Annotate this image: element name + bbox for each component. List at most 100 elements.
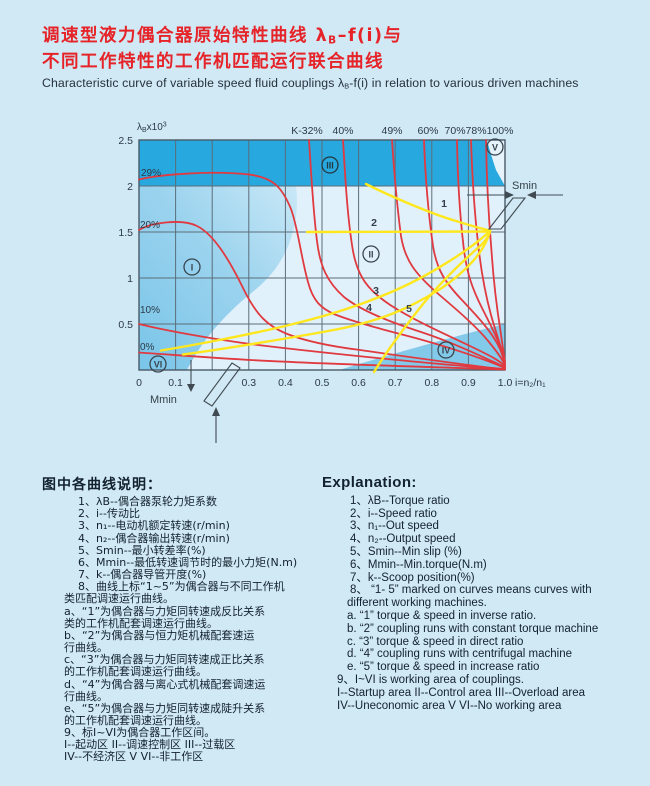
y-tick: 2 xyxy=(127,181,133,193)
legend-line: 的工作机配套调速运行曲线。 xyxy=(64,713,207,727)
legend-line: I--起动区 II--调速控制区 III--过载区 xyxy=(64,738,236,752)
y-label-x10: x10 xyxy=(147,122,164,133)
k-label: 49% xyxy=(381,125,402,137)
left-percent-label: 10% xyxy=(140,305,160,316)
legend-line: I--Startup area II--Control area III--Ov… xyxy=(337,686,585,699)
region-label-III: III xyxy=(326,161,334,171)
legend-zh-header: 图中各曲线说明： xyxy=(42,477,162,493)
legend-line: 9、标I~VI为偶合器工作区间。 xyxy=(64,726,216,740)
characteristic-curve-chart: λBx103 2.5 2 1.5 1 0.5 0 0.1 0.3 0.4 0.5… xyxy=(0,110,650,445)
region-label-II: II xyxy=(368,250,373,260)
k-label: 60% xyxy=(417,125,438,137)
y-axis-label: λBx103 xyxy=(137,122,167,135)
x-tick: 0.6 xyxy=(351,377,366,389)
curve-label-5: 5 xyxy=(406,303,412,315)
y-tick: 1.5 xyxy=(118,227,133,239)
page-title-zh-line2: 不同工作特性的工作机匹配运行联合曲线 xyxy=(42,51,384,72)
smin-annotation xyxy=(467,191,563,230)
load-curves xyxy=(159,182,492,374)
k-curve-40 xyxy=(342,139,506,368)
legend-line: different working machines. xyxy=(347,597,487,610)
load-curve-1 xyxy=(364,182,492,232)
legend-line: 3、n₁--电动机额定转速(r/min) xyxy=(78,519,230,533)
legend-line: 6、Mmin--Min.torque(N.m) xyxy=(350,558,487,571)
title-en-pre: Characteristic curve of variable speed f… xyxy=(42,76,345,91)
region-V: V xyxy=(486,138,504,156)
region-label-VI: VI xyxy=(154,360,163,370)
legend-chinese: 图中各曲线说明： 1、λB--偶合器泵轮力矩系数 2、i--传动比 3、n₁--电动… xyxy=(42,477,314,764)
legend-line: 2、i--传动比 xyxy=(78,507,140,521)
dim-arrow-right-icon xyxy=(505,191,514,199)
legend-line: 行曲线。 xyxy=(64,689,108,703)
axis-labels: λBx103 2.5 2 1.5 1 0.5 0 0.1 0.3 0.4 0.5… xyxy=(118,122,546,390)
curve-label-3: 3 xyxy=(373,285,379,297)
x-tick: 0.9 xyxy=(461,377,476,389)
legend-line: 行曲线。 xyxy=(64,641,108,655)
x-axis-label: i=n₂/n₁ xyxy=(515,377,546,389)
y-tick: 2.5 xyxy=(118,135,133,147)
legend-line: 5、Smin--Min slip (%) xyxy=(350,545,462,558)
x-tick: 0.1 xyxy=(168,377,183,389)
legend-line: 5、Smin--最小转差率(%) xyxy=(78,543,206,557)
k-curve-29 xyxy=(138,171,506,369)
legend-line: IV--Uneconomic area V VI--No working are… xyxy=(337,699,562,712)
load-curve-5 xyxy=(372,230,492,374)
dim-arrow-left-icon xyxy=(527,191,536,199)
k-label: K-32% xyxy=(291,125,323,137)
region-label-I: I xyxy=(191,263,194,273)
legend-line: 8、 “1- 5” marked on curves means curves … xyxy=(350,584,592,597)
legend-line: d、“4”为偶合器与离心式机械配套调速运 xyxy=(64,677,266,691)
region-label-V: V xyxy=(492,143,498,153)
up-arrow-icon xyxy=(212,407,220,416)
region-markers: I II III IV V VI xyxy=(149,138,504,373)
curve-label-2: 2 xyxy=(371,217,377,229)
no-work-area-v xyxy=(487,140,505,186)
left-percent-label: 29% xyxy=(141,168,161,179)
page-title-en: Characteristic curve of variable speed f… xyxy=(42,76,622,91)
x-tick: 0.4 xyxy=(278,377,293,389)
load-curve-3 xyxy=(159,229,492,352)
k-label: 40% xyxy=(332,125,353,137)
legend-line: e. “5” torque & speed in increase ratio xyxy=(347,661,540,674)
y-label-lambda: λ xyxy=(137,122,142,133)
legend-zh-lines: 1、λB--偶合器泵轮力矩系数 2、i--传动比 3、n₁--电动机额定转速(r/m… xyxy=(42,495,314,764)
title-block: 调速型液力偶合器原始特性曲线 λB–f(i)与 不同工作特性的工作机匹配运行联合… xyxy=(42,26,622,91)
region-label-IV: IV xyxy=(442,346,451,356)
legend-line: e、“5”为偶合器与力矩同转速成陡升关系 xyxy=(64,701,266,715)
legend-line: a. “1” torque & speed in inverse ratio. xyxy=(347,609,537,622)
legend-line: 9、I~VI is working area of couplings. xyxy=(337,673,524,686)
legend-line: a、“1”为偶合器与力矩同转速成反比关系 xyxy=(64,604,266,618)
k-curve-100 xyxy=(485,139,506,363)
legend-line: 7、k--偶合器导管开度(%) xyxy=(78,568,207,582)
legend-line: 7、k--Scoop position(%) xyxy=(350,571,475,584)
y-tick: 1 xyxy=(127,273,133,285)
k-curve-20 xyxy=(138,221,506,371)
legend-line: 1、λB--偶合器泵轮力矩系数 xyxy=(78,495,217,509)
region-IV: IV xyxy=(437,341,455,359)
y-label-sup: 3 xyxy=(163,122,167,129)
legend-line: d. “4” coupling runs with centrifugal ma… xyxy=(347,648,573,661)
legend-en-header: Explanation: xyxy=(322,474,417,491)
legend-line: 类匹配调速运行曲线。 xyxy=(64,592,174,606)
x-tick: 1.0 xyxy=(498,377,513,389)
x-tick: 0.3 xyxy=(241,377,256,389)
k-label: 70%78%100% xyxy=(445,125,514,137)
load-curve-4 xyxy=(181,229,492,356)
y-tick: 0.5 xyxy=(118,319,133,331)
curve-number-labels: 1 2 3 4 5 xyxy=(366,198,447,315)
mmin-annotation xyxy=(187,360,241,443)
mmin-label: Mmin xyxy=(150,394,177,406)
title-zh-pre: 调速型液力偶合器原始特性曲线 λ xyxy=(42,26,329,46)
legend-line: 4、n₂--Output speed xyxy=(350,533,456,546)
legend-line: 类的工作机配套调速运行曲线。 xyxy=(64,616,218,630)
region-VI: VI xyxy=(149,355,167,373)
legend-line: 3、n₁--Out speed xyxy=(350,520,439,533)
title-en-post: -f(i) in relation to various driven mach… xyxy=(349,76,579,91)
chart-svg: λBx103 2.5 2 1.5 1 0.5 0 0.1 0.3 0.4 0.5… xyxy=(118,122,563,443)
load-curve-2 xyxy=(305,230,492,234)
smin-label: Smin xyxy=(512,180,537,192)
k-curve-78 xyxy=(470,139,506,364)
legend-line: 2、i--Speed ratio xyxy=(350,507,437,520)
plot-border xyxy=(138,139,506,371)
